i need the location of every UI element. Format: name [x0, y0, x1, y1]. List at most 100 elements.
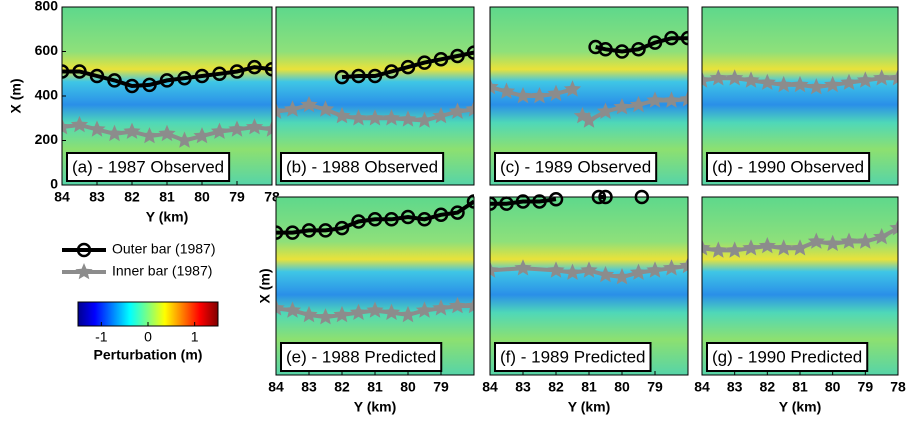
x-axis-label: Y (km)	[568, 399, 611, 415]
marker-circle	[107, 73, 122, 88]
marker-star	[415, 301, 434, 318]
marker-circle	[318, 223, 333, 238]
marker-star	[596, 102, 615, 119]
x-tick-label: 83	[515, 379, 531, 395]
x-tick-label: 79	[858, 379, 874, 395]
marker-star	[775, 75, 793, 93]
panel-title: (b) - 1988 Observed	[286, 157, 438, 176]
marker-star	[679, 257, 688, 274]
legend-label: Outer bar (1987)	[112, 241, 216, 257]
marker-star	[88, 120, 106, 137]
marker-star	[856, 71, 874, 88]
marker-circle	[631, 42, 646, 57]
marker-star	[263, 120, 272, 137]
marker-circle	[588, 39, 603, 55]
x-tick-label: 84	[694, 379, 710, 395]
marker-circle	[285, 225, 300, 240]
marker-star	[210, 122, 229, 139]
marker-star	[245, 118, 264, 135]
plot-area	[702, 219, 898, 258]
marker-star	[889, 69, 898, 86]
marker-circle	[159, 73, 175, 88]
x-tick-label: 81	[367, 379, 383, 395]
marker-star	[726, 241, 744, 258]
marker-star	[547, 84, 565, 102]
marker-star	[193, 127, 211, 144]
marker-star	[415, 111, 434, 128]
marker-circle	[450, 48, 465, 64]
plot-area	[702, 69, 898, 95]
marker-circle	[367, 212, 383, 227]
title-box	[494, 342, 652, 372]
marker-circle	[433, 52, 449, 67]
marker-circle	[62, 64, 70, 79]
marker-star	[742, 71, 760, 88]
series-line	[276, 199, 474, 235]
marker-star	[432, 107, 450, 124]
title-box	[280, 152, 445, 182]
marker-circle	[384, 64, 399, 79]
marker-star	[613, 268, 631, 285]
marker-circle	[72, 64, 87, 79]
marker-star	[490, 78, 499, 95]
marker-star	[563, 80, 582, 97]
marker-star	[629, 95, 648, 113]
marker-star	[432, 299, 450, 316]
marker-star	[679, 90, 688, 107]
marker-star	[709, 241, 727, 258]
colorbar-tick-label: 0	[144, 329, 152, 345]
x-tick-label: 80	[194, 189, 210, 205]
x-tick-label: 83	[727, 379, 743, 395]
marker-star	[105, 124, 124, 142]
title-box	[706, 342, 869, 372]
marker-star	[824, 75, 842, 93]
marker-star	[629, 263, 648, 280]
marker-star	[366, 109, 384, 126]
panel-title: (c) - 1989 Observed	[500, 157, 651, 176]
x-axis-label: Y (km)	[146, 209, 189, 225]
x-tick-label: 79	[433, 379, 449, 395]
marker-circle	[466, 194, 474, 209]
marker-star	[824, 234, 842, 251]
marker-star	[123, 122, 141, 139]
marker-circle	[212, 66, 227, 81]
y-tick-label: 200	[35, 131, 59, 147]
marker-circle	[532, 194, 547, 209]
marker-star	[62, 118, 71, 135]
marker-circle	[194, 68, 210, 84]
marker-star	[316, 100, 335, 117]
marker-star	[333, 107, 351, 124]
colorbar-tick-label: 1	[191, 329, 199, 345]
marker-circle	[433, 207, 449, 223]
panel-title: (f) - 1989 Predicted	[500, 347, 646, 366]
marker-star	[399, 305, 417, 323]
marker-circle	[247, 59, 262, 75]
marker-circle	[499, 196, 514, 211]
marker-star	[276, 102, 285, 119]
marker-circle	[124, 78, 140, 94]
panel-title: (a) - 1987 Observed	[72, 157, 224, 176]
x-tick-label: 80	[614, 379, 630, 395]
marker-star	[382, 303, 401, 320]
marker-star	[646, 261, 664, 278]
marker-star	[873, 228, 891, 245]
marker-star	[283, 301, 302, 318]
marker-star	[514, 259, 532, 276]
marker-star	[580, 111, 598, 128]
x-tick-label: 84	[54, 189, 70, 205]
x-tick-label: 82	[548, 379, 564, 395]
marker-star	[448, 102, 467, 119]
marker-star	[702, 239, 711, 256]
title-box	[494, 152, 658, 182]
marker-star	[333, 305, 351, 323]
marker-circle	[229, 64, 245, 79]
marker-circle	[515, 194, 531, 209]
colorbar-tick-label: -1	[95, 329, 108, 345]
x-tick-label: 82	[760, 379, 776, 395]
marker-circle	[89, 68, 105, 84]
x-tick-label: 78	[890, 379, 906, 395]
x-tick-label: 82	[124, 189, 140, 205]
marker-circle	[680, 30, 688, 46]
frame	[701, 6, 899, 186]
